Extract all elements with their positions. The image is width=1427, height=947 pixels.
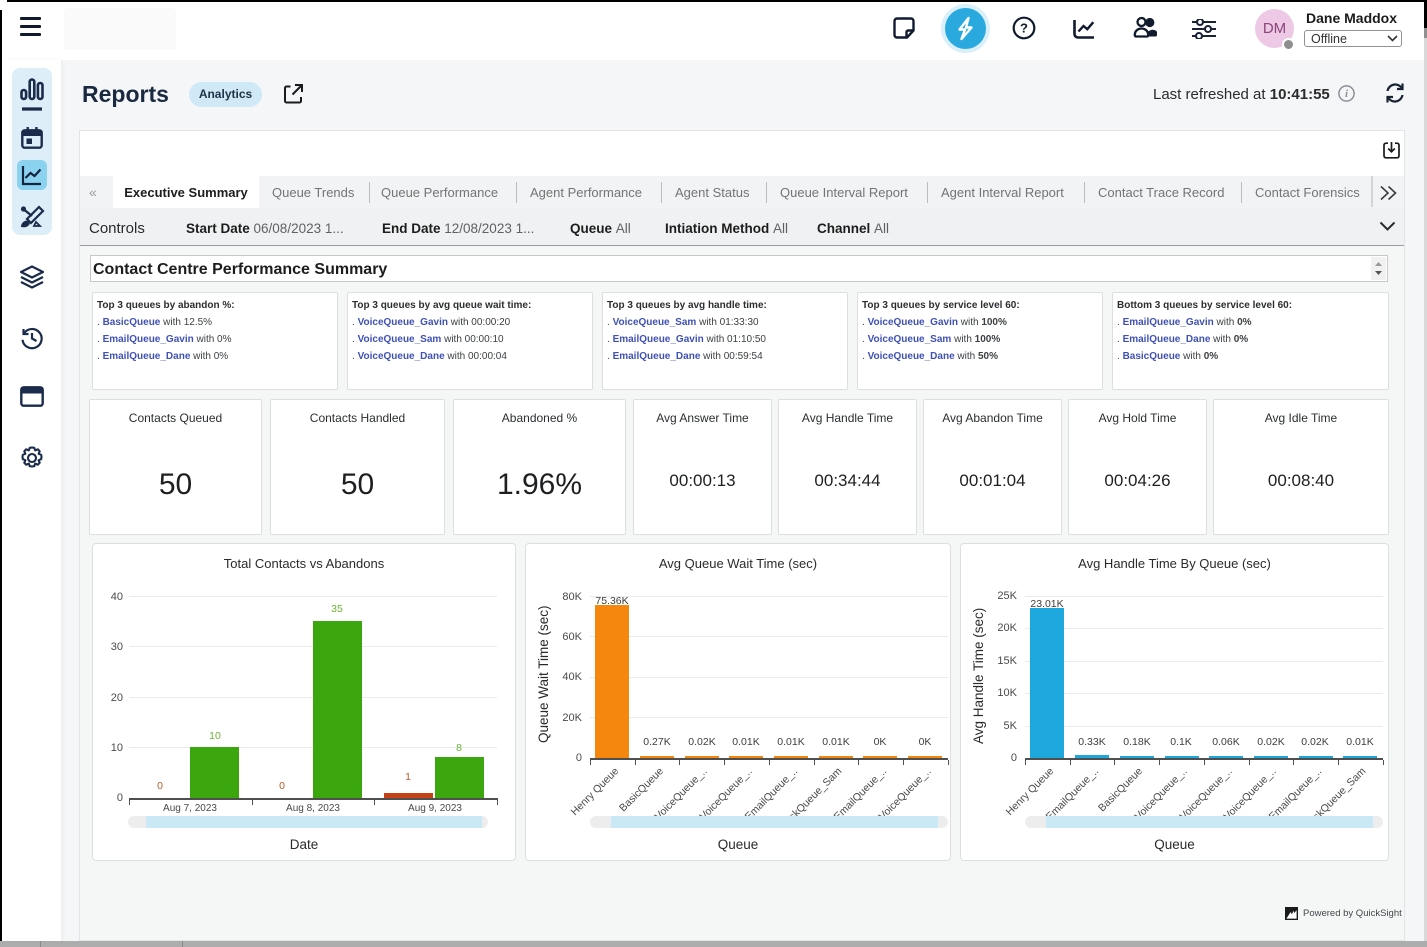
svg-text:i: i xyxy=(1345,88,1349,100)
svg-text:?: ? xyxy=(1020,21,1028,36)
